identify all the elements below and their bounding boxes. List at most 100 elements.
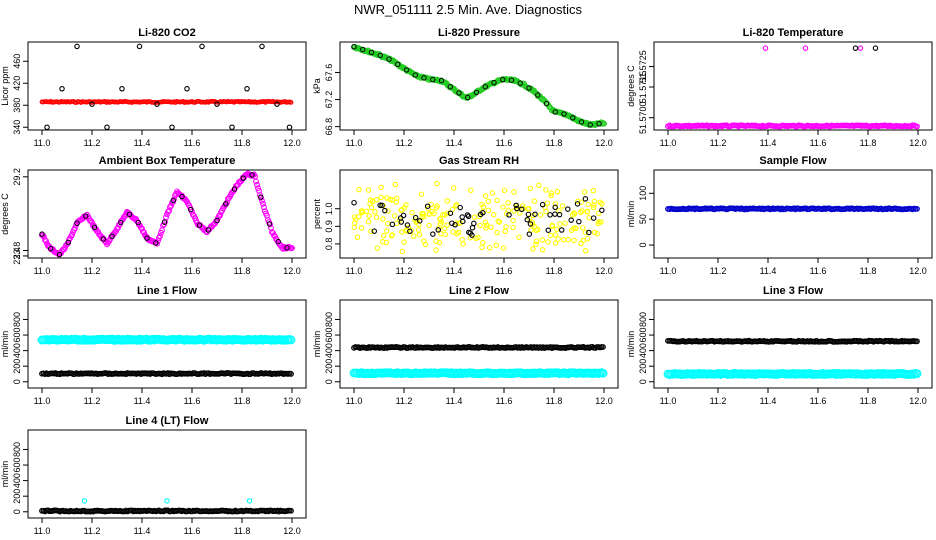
x-tick-label: 11.4	[134, 526, 151, 536]
data-point-rh	[557, 221, 563, 227]
data-point-rh	[482, 193, 489, 199]
plot-frame	[653, 169, 933, 259]
data-point-rh	[510, 224, 516, 231]
y-tick-label: 200	[12, 359, 22, 374]
x-tick-label: 11.6	[184, 138, 201, 148]
data-point-standards	[576, 218, 582, 225]
y-axis-label: ml/min	[626, 331, 636, 358]
data-point-rh	[582, 248, 589, 254]
page-title: NWR_051111 2.5 Min. Ave. Diagnostics	[353, 2, 583, 17]
data-point-temperature	[165, 208, 171, 215]
data-point-standards	[398, 219, 405, 225]
data-point-standard	[386, 56, 392, 62]
x-tick-label: 12.0	[283, 526, 301, 536]
data-point-rh	[425, 205, 432, 212]
data-point-rh	[543, 187, 549, 193]
data-point-standard	[83, 213, 89, 219]
y-tick-label: 29.2	[12, 168, 22, 186]
data-point-rh	[383, 228, 390, 234]
y-tick-label: 800	[12, 312, 22, 327]
data-point-rh	[372, 209, 378, 215]
data-point-standard	[377, 52, 383, 59]
data-point-rh	[585, 201, 592, 208]
x-tick-label: 11.8	[860, 138, 877, 148]
y-tick-label: 380	[12, 98, 22, 113]
data-point-standards	[872, 45, 879, 51]
data-point-rh	[565, 236, 572, 243]
data-point-sample	[288, 100, 294, 105]
x-tick-label: 11.6	[810, 138, 827, 148]
data-point-idle	[912, 369, 922, 379]
data-point-standard	[517, 80, 523, 86]
data-point-standards	[351, 199, 357, 206]
x-tick-label: 11.6	[496, 266, 513, 276]
data-point-temperature	[260, 200, 266, 207]
data-point-rh	[493, 242, 500, 248]
data-point-standards	[525, 211, 532, 218]
data-point-rh	[460, 241, 466, 247]
plot-frame	[339, 41, 619, 131]
data-point-rh	[482, 219, 489, 226]
x-tick-label: 11.0	[34, 526, 51, 536]
data-point-rh	[552, 201, 559, 207]
data-point-rh	[549, 223, 556, 229]
data-point-outliers	[857, 45, 864, 51]
panel-title: Li-820 Pressure	[438, 27, 520, 39]
data-layer	[351, 180, 605, 255]
data-point-rh	[416, 231, 423, 238]
x-tick-label: 11.2	[710, 396, 727, 406]
data-point-rh	[442, 231, 449, 238]
data-point-standards	[59, 86, 65, 92]
data-point-rh	[531, 223, 538, 230]
x-tick-label: 11.4	[760, 138, 777, 148]
data-point-rh	[356, 186, 362, 193]
panel-8: Line 3 Flow ml/min 11.0 11.2 11.4 11.6 11.8 12.…	[626, 285, 933, 406]
data-point-rh	[441, 212, 448, 218]
data-layer	[663, 337, 922, 379]
data-point-rh	[579, 208, 585, 214]
y-tick-label: 800	[12, 442, 22, 457]
data-point-active	[914, 338, 920, 345]
data-point-rh	[471, 214, 478, 220]
data-point-standard	[465, 94, 471, 101]
data-point-rh	[519, 203, 526, 209]
y-axis-label: degrees C	[626, 65, 636, 107]
data-point-standards	[506, 212, 512, 218]
data-point-rh	[354, 234, 361, 241]
data-point-rh	[539, 237, 546, 243]
x-tick-label: 11.0	[34, 266, 51, 276]
data-point-standard	[578, 119, 585, 125]
y-axis-label: ml/min	[626, 201, 636, 228]
data-point-spikes	[164, 498, 170, 504]
data-point-rh	[399, 248, 406, 255]
data-point-rh	[581, 189, 588, 195]
data-point-rh	[516, 234, 522, 241]
y-tick-label: 340	[12, 120, 22, 135]
x-tick-label: 11.0	[34, 396, 51, 406]
data-point-standards	[513, 202, 519, 209]
data-point-standard	[249, 172, 255, 178]
panel-title: Line 3 Flow	[763, 285, 823, 297]
data-point-standards	[430, 231, 436, 237]
data-point-rh	[554, 188, 561, 195]
data-point-rh	[366, 213, 372, 219]
x-tick-label: 11.6	[496, 396, 513, 406]
data-point-rh	[597, 199, 603, 206]
y-axis-label: kPa	[312, 78, 322, 94]
y-tick-label: 200	[638, 359, 648, 374]
data-point-standards	[274, 101, 280, 107]
data-point-standard	[118, 219, 124, 226]
data-point-rh	[365, 218, 372, 225]
x-tick-label: 11.6	[184, 396, 201, 406]
data-point-temperature	[217, 212, 223, 219]
data-point-rh	[591, 229, 598, 236]
data-point-rh	[385, 208, 391, 214]
data-point-standard	[368, 49, 375, 56]
data-point-rh	[575, 198, 581, 205]
data-layer	[349, 344, 608, 379]
x-tick-label: 11.0	[660, 396, 677, 406]
data-point-standard	[438, 77, 445, 84]
data-point-standards	[545, 227, 552, 233]
x-tick-label: 11.4	[760, 396, 777, 406]
x-tick-label: 12.0	[283, 266, 301, 276]
